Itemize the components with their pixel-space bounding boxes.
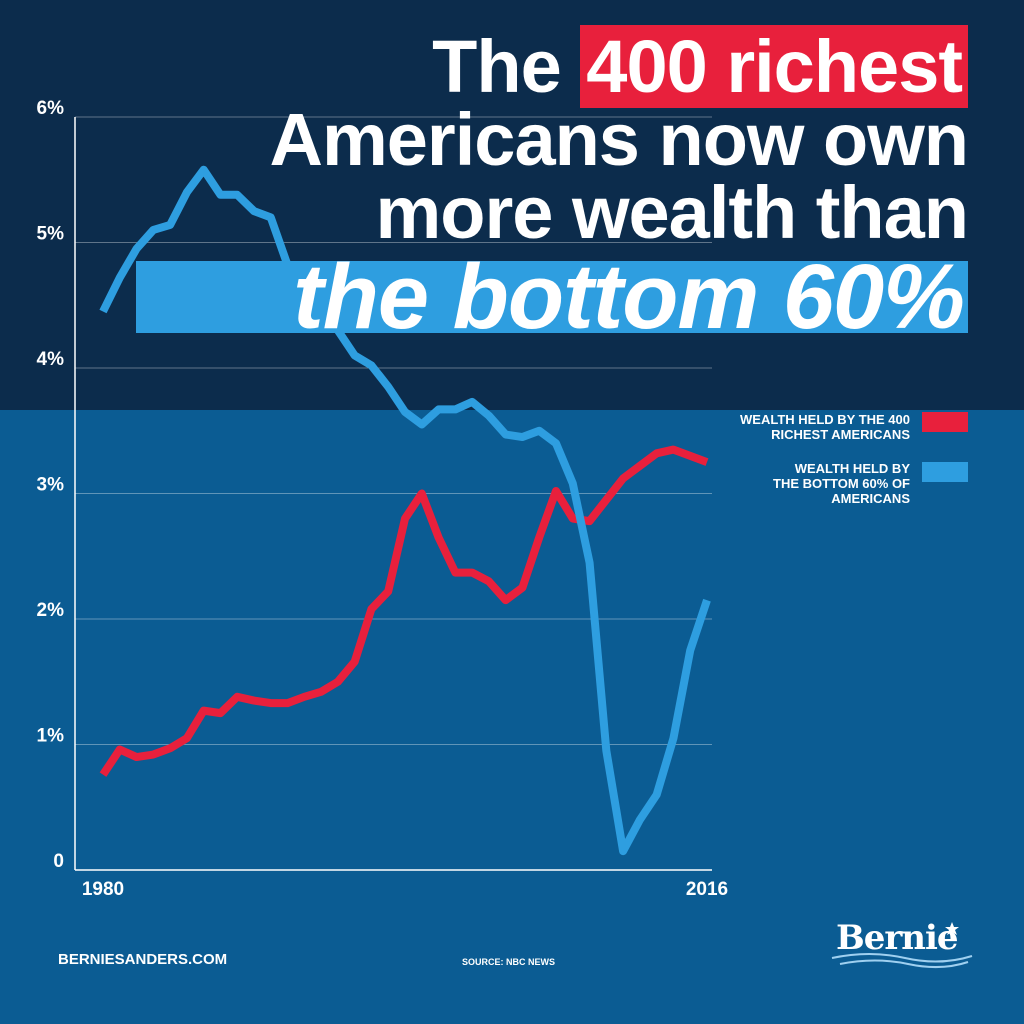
title-emphasis: the bottom 60% [136, 251, 968, 343]
title-line: Americans now own [269, 98, 969, 181]
y-tick-label: 6% [37, 98, 65, 119]
y-tick-label: 1% [37, 726, 65, 747]
legend-label: WEALTH HELD BY THE 400 RICHEST AMERICANS [740, 412, 910, 442]
x-tick-label: 2016 [686, 879, 728, 900]
logo-waves [831, 953, 973, 968]
y-tick-label: 3% [37, 475, 65, 496]
legend-swatch [922, 462, 968, 482]
title-highlight: 400 richest [580, 25, 968, 108]
y-tick-label: 4% [37, 349, 65, 370]
x-tick-label: 1980 [82, 879, 124, 900]
y-tick-label: 5% [37, 224, 65, 245]
website: BERNIESANDERS.COM [58, 951, 228, 968]
source: SOURCE: NBC NEWS [462, 957, 556, 967]
title-line: more wealth than [375, 171, 969, 254]
y-tick-label: 0 [53, 851, 64, 872]
logo: Bernie [836, 918, 959, 958]
data-line [99, 165, 711, 856]
legend-label: WEALTH HELD BY THE BOTTOM 60% OF AMERICA… [773, 461, 910, 506]
logo-star [945, 922, 959, 935]
title: The 400 richest Americans now own more w… [8, 25, 969, 343]
legend-swatch [922, 412, 968, 432]
y-tick-label: 2% [37, 600, 65, 621]
title-line: The [432, 25, 562, 108]
data-line [99, 445, 709, 777]
